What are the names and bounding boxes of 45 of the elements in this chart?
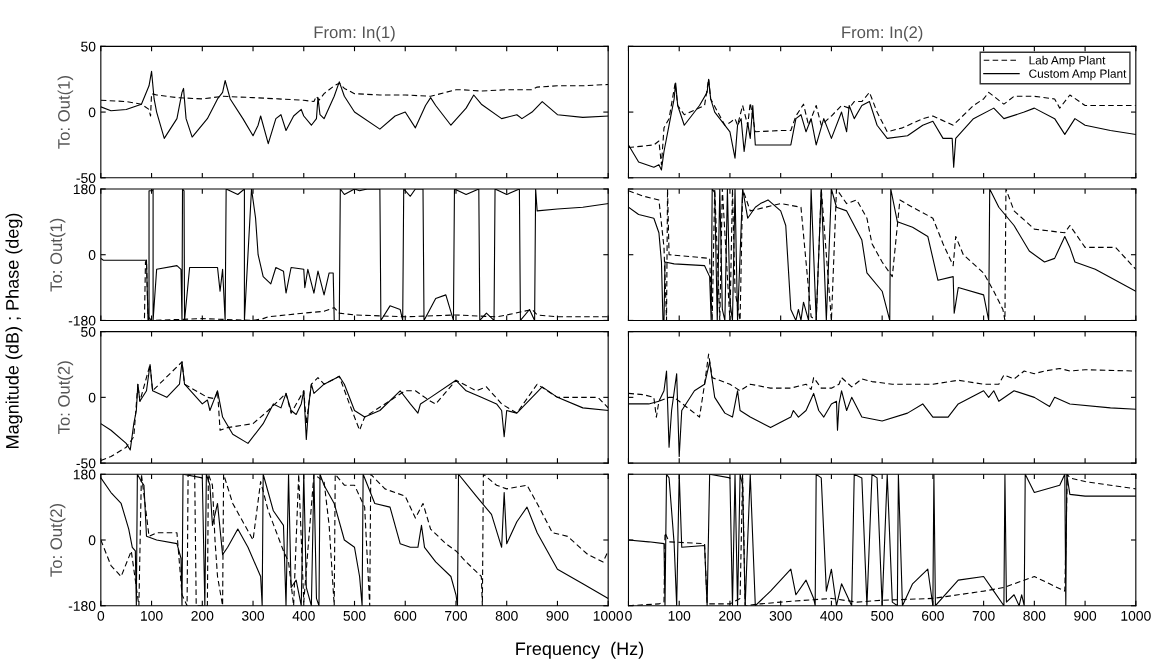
y-axis-title: To: Out(1) — [57, 76, 74, 149]
x-tick-label: 700 — [445, 610, 468, 621]
y-tick-label: -180 — [68, 601, 96, 611]
y-axis-title: To: Out(2) — [49, 503, 66, 577]
y-tick-label: -50 — [76, 173, 96, 183]
y-tick-label: 0 — [88, 250, 96, 260]
x-tick-label: 200 — [191, 610, 214, 621]
y-tick-label: 0 — [88, 392, 96, 403]
y-axis-title: To: Out(2) — [57, 361, 74, 435]
y-tick-label: 180 — [73, 184, 96, 195]
y-axis-title: To: Out(1) — [49, 218, 66, 292]
x-tick-label: 900 — [1074, 610, 1097, 621]
y-tick-label: 180 — [73, 469, 96, 480]
line-series — [100, 188, 609, 321]
y-tick-label: 50 — [81, 41, 96, 52]
x-tick-label: 600 — [922, 610, 944, 621]
legend-label: Custom Amp Plant — [1029, 69, 1127, 81]
y-tick-label: 0 — [88, 107, 96, 118]
y-tick-label: 50 — [81, 326, 96, 337]
x-tick-label: 0 — [97, 610, 105, 621]
x-tick-label: 100 — [668, 610, 691, 621]
text: Magnitude (dB) ; Phase (deg) — [5, 213, 23, 448]
x-tick-label: 800 — [495, 610, 518, 621]
x-tick-label: 700 — [972, 610, 995, 621]
chart-title: From: In(1) — [314, 25, 395, 42]
x-tick-label: 300 — [241, 610, 265, 621]
x-tick-label: 500 — [871, 610, 894, 621]
x-tick-label: 900 — [546, 610, 569, 621]
y-tick-label: 0 — [88, 535, 96, 546]
x-tick-label: 800 — [1023, 610, 1046, 621]
x-tick-label: 1000 — [1121, 610, 1151, 621]
x-tick-label: 300 — [769, 610, 792, 621]
y-tick-label: -180 — [68, 315, 96, 326]
x-tick-label: 1000 — [593, 610, 624, 621]
x-tick-label: 200 — [719, 610, 741, 621]
x-tick-label: 400 — [820, 610, 843, 621]
y-tick-label: -50 — [76, 458, 96, 469]
legend-label: Lab Amp Plant — [1029, 55, 1106, 67]
x-tick-label: 400 — [292, 610, 315, 621]
x-tick-label: 0 — [625, 610, 632, 621]
x-tick-label: 500 — [343, 610, 366, 621]
chart-title: From: In(2) — [842, 25, 923, 42]
x-tick-label: 600 — [394, 610, 417, 621]
x-tick-label: 100 — [141, 610, 163, 621]
x-axis-title: Frequency (Hz) — [516, 641, 644, 659]
